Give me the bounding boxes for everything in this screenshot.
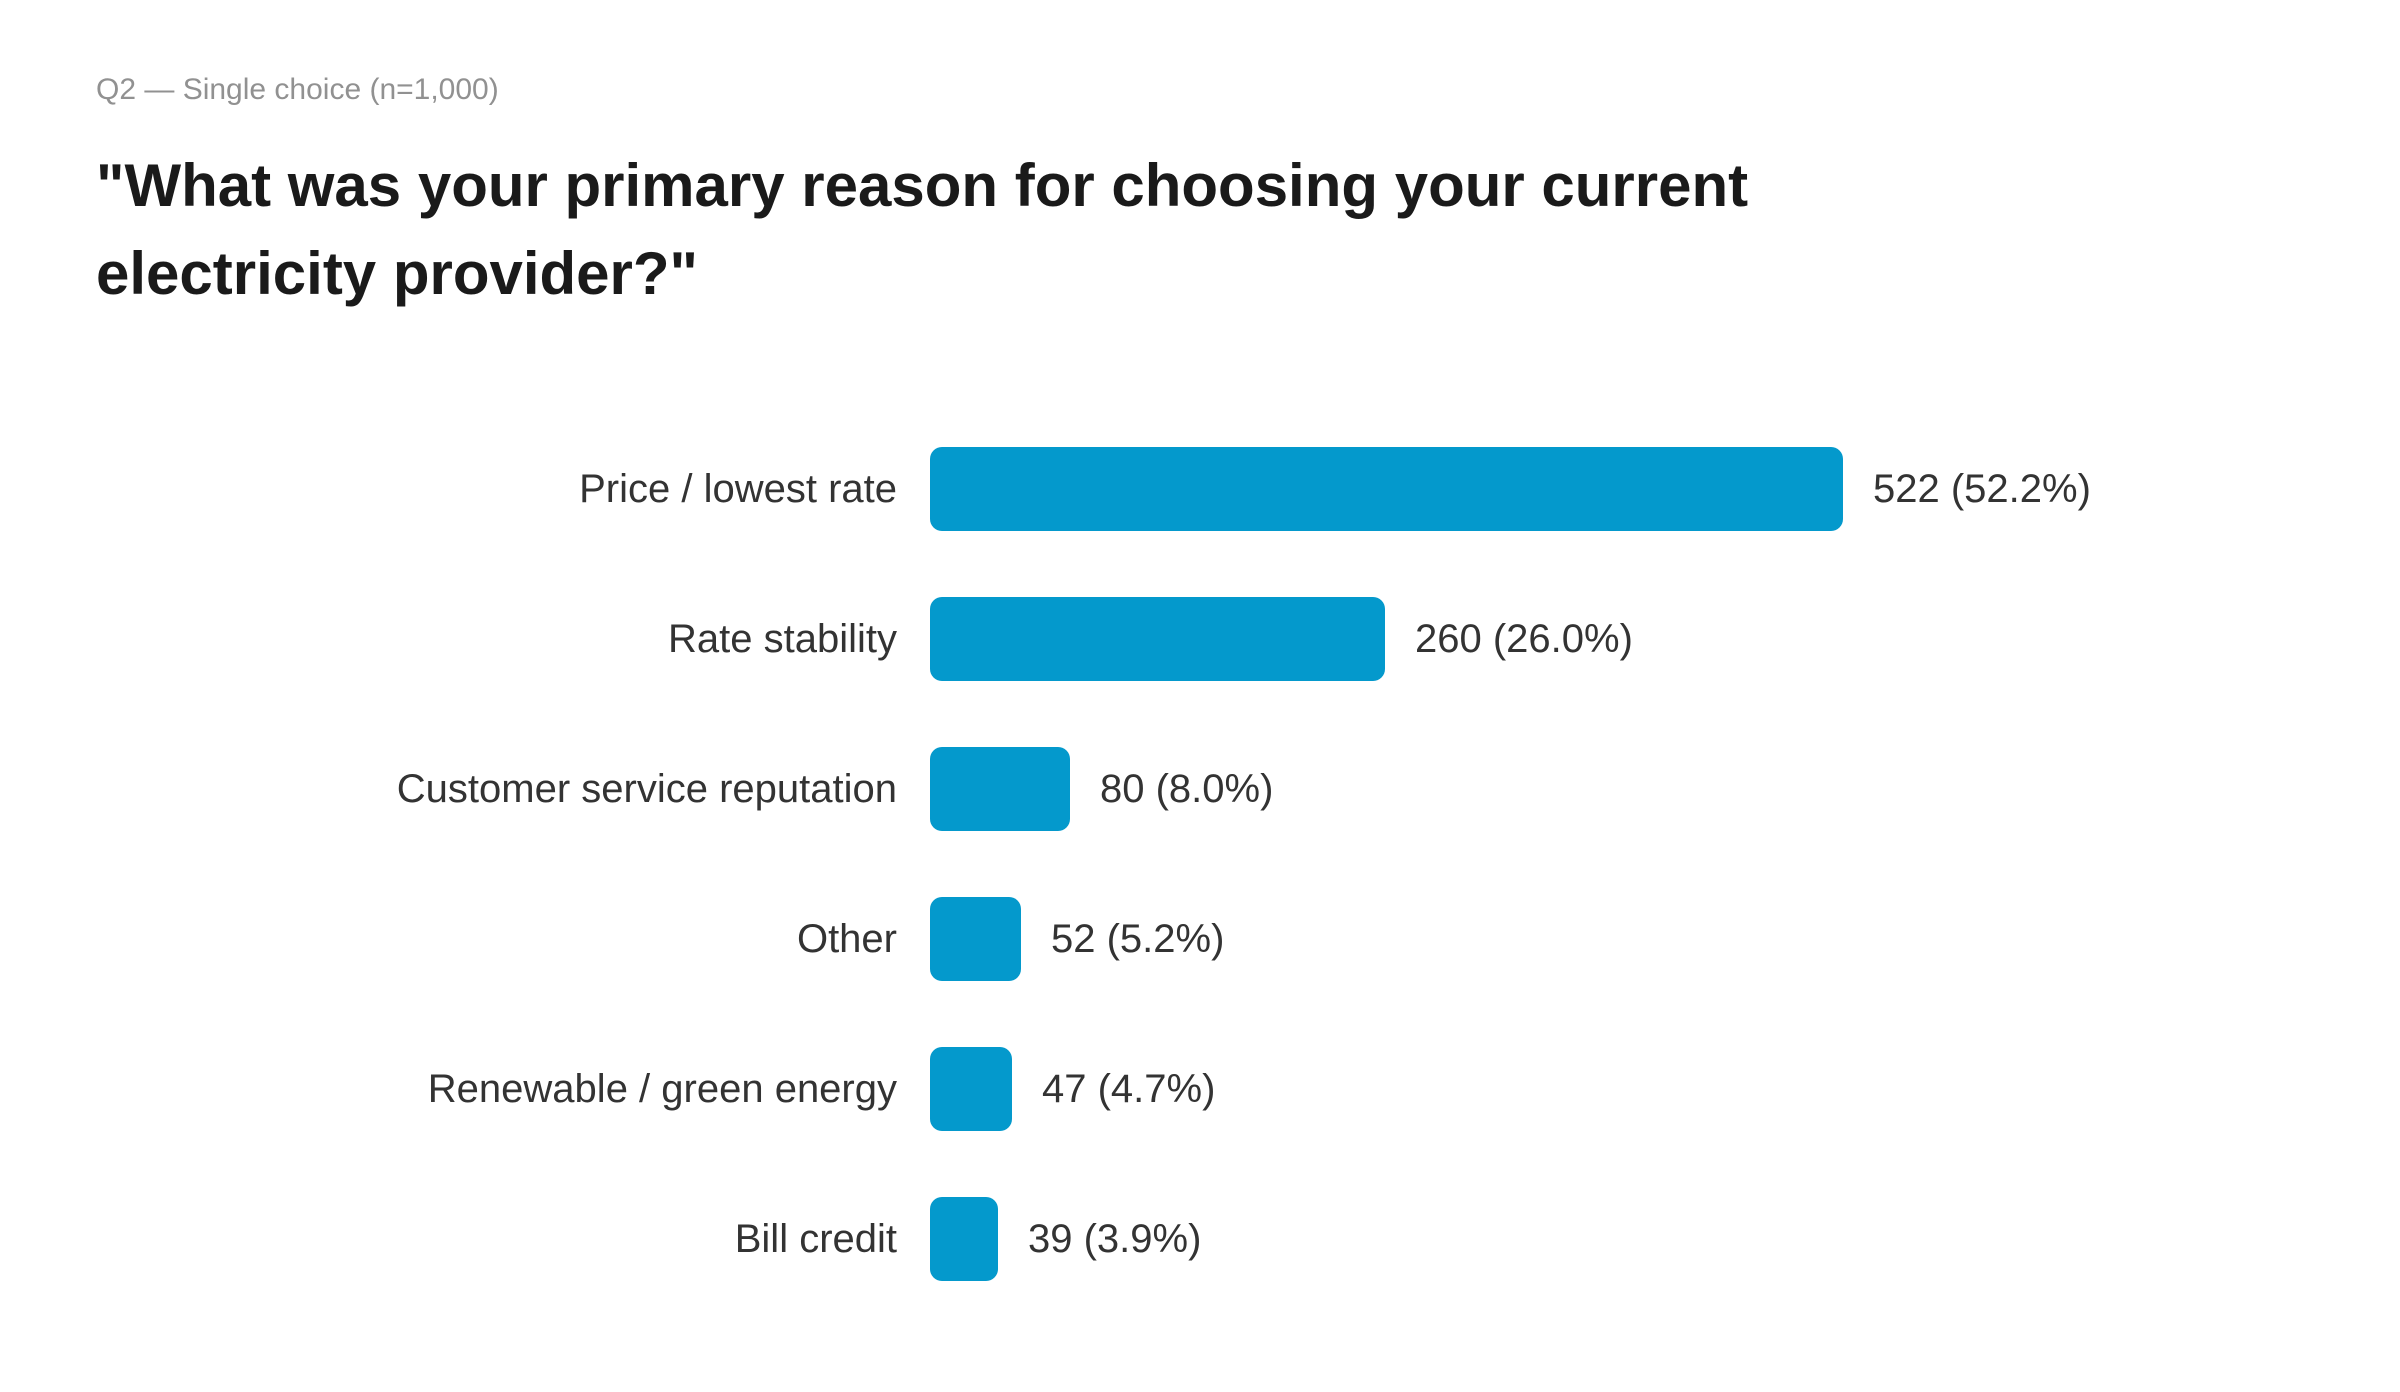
bar (930, 447, 1843, 531)
bar-value-label: 522 (52.2%) (1873, 466, 2091, 511)
bar (930, 597, 1385, 681)
bar-row: Rate stability 260 (26.0%) (96, 564, 2304, 714)
bar-row-label: Bill credit (734, 1216, 897, 1261)
question-meta: Q2 — Single choice (n=1,000) (96, 73, 499, 106)
bar-row-label: Other (796, 916, 897, 961)
bar-row-label: Customer service reputation (396, 766, 897, 811)
bar-row-label: Renewable / green energy (427, 1066, 897, 1111)
bar-chart: Price / lowest rate 522 (52.2%) Rate sta… (96, 414, 2304, 1314)
bar (930, 1197, 998, 1281)
bar (930, 1047, 1012, 1131)
bar-row-label: Price / lowest rate (579, 466, 897, 511)
bar (930, 897, 1021, 981)
bar-value-label: 52 (5.2%) (1051, 916, 1225, 961)
bar-row: Customer service reputation 80 (8.0%) (96, 714, 2304, 864)
bar-value-label: 260 (26.0%) (1415, 616, 1633, 661)
bar-value-label: 80 (8.0%) (1100, 766, 1274, 811)
bar-row: Price / lowest rate 522 (52.2%) (96, 414, 2304, 564)
bar (930, 747, 1070, 831)
bar-row: Bill credit 39 (3.9%) (96, 1164, 2304, 1314)
bar-row-label: Rate stability (668, 616, 897, 661)
bar-value-label: 47 (4.7%) (1042, 1066, 1216, 1111)
page-title: "What was your primary reason for choosi… (96, 152, 1749, 307)
bar-row: Renewable / green energy 47 (4.7%) (96, 1014, 2304, 1164)
bar-row: Other 52 (5.2%) (96, 864, 2304, 1014)
bar-value-label: 39 (3.9%) (1028, 1216, 1202, 1261)
